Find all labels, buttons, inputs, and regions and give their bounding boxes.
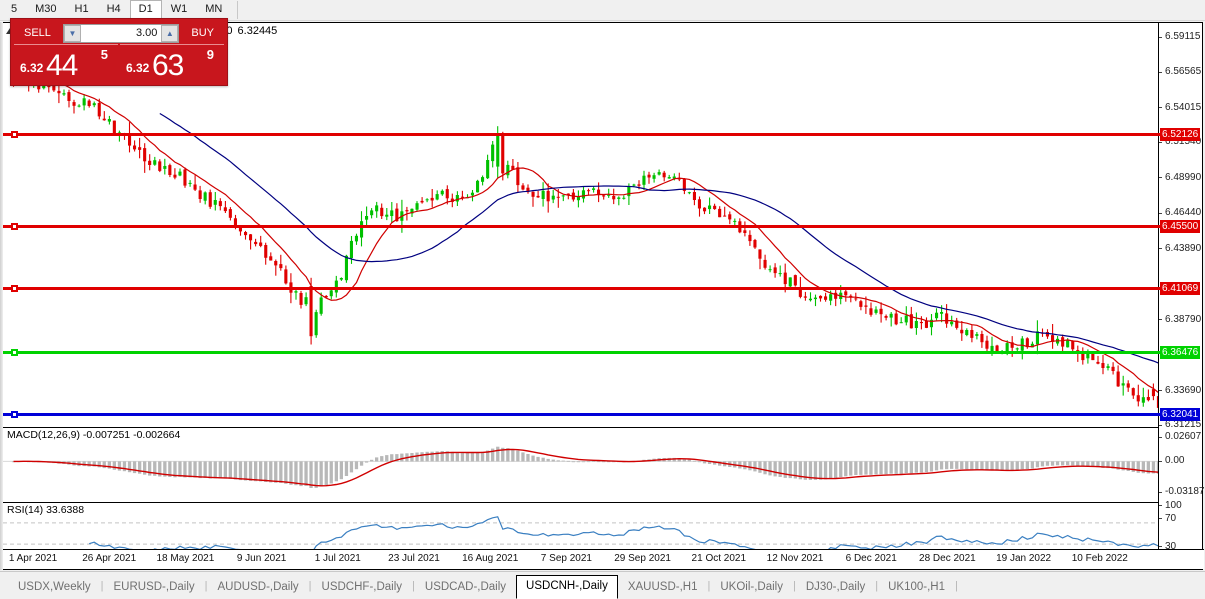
buy-price-fraction: 9 — [206, 47, 214, 62]
price-tick: 6.48990 — [1159, 172, 1201, 183]
price-tick: 6.51540 — [1159, 136, 1201, 147]
buy-button[interactable]: BUY — [182, 24, 223, 42]
price-tick: 6.38790 — [1159, 314, 1201, 325]
rsi-tick: 100 — [1159, 500, 1182, 511]
macd-tick: -0.03187 — [1159, 486, 1204, 497]
time-tick: 12 Nov 2021 — [766, 553, 824, 564]
rsi-tick: 70 — [1159, 513, 1176, 524]
timeframe-toolbar: 5 M30 H1 H4 D1 W1 MN — [0, 0, 1205, 21]
chart-tab-usdchf-daily[interactable]: USDCHF-,Daily — [321, 581, 403, 593]
chart-tab-usdcnh-daily[interactable]: USDCNH-,Daily — [516, 575, 618, 599]
time-tick: 7 Sep 2021 — [540, 553, 592, 564]
time-tick: 29 Sep 2021 — [614, 553, 671, 564]
tab-separator: | — [875, 580, 879, 592]
chart-tab-usdx-weekly[interactable]: USDX,Weekly — [18, 581, 91, 593]
time-tick: 16 Aug 2021 — [462, 553, 519, 564]
volume-decrease-icon[interactable]: ▼ — [63, 24, 81, 42]
time-tick: 28 Dec 2021 — [919, 553, 976, 564]
buy-price-pips: 63 — [152, 49, 184, 82]
price-level-badge-current-bid[interactable]: 6.32041 — [1160, 407, 1201, 421]
chart-tab-audusd-daily[interactable]: AUDUSD-,Daily — [217, 581, 299, 593]
time-tick: 21 Oct 2021 — [691, 553, 747, 564]
time-tick: 19 Jan 2022 — [996, 553, 1052, 564]
timeframe-h1[interactable]: H1 — [74, 3, 89, 15]
chart-tab-eurusd-daily[interactable]: EURUSD-,Daily — [113, 581, 195, 593]
ohlc-close: 6.32445 — [237, 25, 278, 37]
timeframe-m30[interactable]: M30 — [35, 3, 57, 15]
time-axis[interactable]: 1 Apr 2021 26 Apr 2021 18 May 2021 9 Jun 20… — [3, 549, 1204, 569]
volume-increase-icon[interactable]: ▲ — [161, 24, 179, 42]
sell-price-fraction: 5 — [100, 47, 108, 62]
price-tick: 6.54015 — [1159, 102, 1201, 113]
level-anchor-handle[interactable] — [11, 348, 18, 356]
tab-separator: | — [792, 580, 796, 592]
time-tick: 26 Apr 2021 — [82, 553, 137, 564]
time-tick: 18 May 2021 — [156, 553, 215, 564]
price-level-badge-resistance[interactable]: 6.41069 — [1160, 281, 1201, 295]
buy-price-prefix: 6.32 — [126, 61, 150, 75]
timeframe-w1[interactable]: W1 — [170, 3, 188, 15]
chart-tab-dj30-daily[interactable]: DJ30-,Daily — [805, 581, 866, 593]
chart-left-edge — [0, 22, 3, 570]
chart-tab-usdcad-daily[interactable]: USDCAD-,Daily — [424, 581, 507, 593]
timeframe-h4[interactable]: H4 — [106, 3, 121, 15]
price-level-badge-support[interactable]: 6.36476 — [1160, 345, 1201, 359]
price-tick: 6.46440 — [1159, 207, 1201, 218]
candlestick-chart — [12, 65, 1160, 419]
sell-price-display[interactable]: 6.32 44 5 — [14, 44, 118, 82]
chart-tab-uk100-h1[interactable]: UK100-,H1 — [888, 581, 946, 593]
sell-price-prefix: 6.32 — [20, 61, 44, 75]
time-tick: 1 Jul 2021 — [314, 553, 361, 564]
price-tick: 6.56565 — [1159, 66, 1201, 77]
chart-tab-ukoil-daily[interactable]: UKOil-,Daily — [720, 581, 783, 593]
buy-price-display[interactable]: 6.32 63 9 — [120, 44, 224, 82]
rsi-label: RSI(14) 33.6388 — [7, 504, 85, 516]
price-scale[interactable]: 6.59115 6.56565 6.54015 6.51540 6.48990 6.464… — [1158, 23, 1204, 569]
one-click-trading-panel[interactable]: SELL ▼ 3.00 ▲ BUY 6.32 44 5 6.32 63 9 — [10, 18, 228, 86]
timeframe-mn[interactable]: MN — [205, 3, 223, 15]
tab-separator: | — [955, 580, 958, 592]
sell-button[interactable]: SELL — [15, 24, 60, 42]
chart-frame: USDCNH-,Daily 6.33288 6.33481 6.31670 6.… — [2, 22, 1204, 570]
time-tick: 23 Jul 2021 — [388, 553, 440, 564]
time-tick: 1 Apr 2021 — [8, 553, 58, 564]
macd-tick: 0.02607 — [1159, 431, 1201, 442]
price-tick: 6.59115 — [1159, 31, 1200, 42]
level-anchor-handle[interactable] — [11, 131, 18, 139]
time-tick: 6 Dec 2021 — [845, 553, 897, 564]
tab-separator: | — [100, 580, 104, 592]
price-pane[interactable] — [3, 37, 1163, 425]
tab-separator: | — [412, 580, 415, 592]
chart-tab-bar[interactable]: USDX,Weekly | EURUSD-,Daily | AUDUSD-,Daily |… — [0, 571, 1205, 599]
volume-value[interactable]: 3.00 — [135, 27, 158, 39]
level-anchor-handle[interactable] — [11, 410, 18, 418]
macd-pane[interactable]: MACD(12,26,9) -0.007251 -0.002664 — [3, 427, 1163, 501]
timeframe-d1[interactable]: D1 — [129, 0, 162, 20]
time-tick: 10 Feb 2022 — [1071, 553, 1128, 564]
macd-tick: 0.00 — [1159, 455, 1184, 466]
price-tick: 6.31215 — [1159, 419, 1201, 430]
chart-tab-xauusd-h1[interactable]: XAUUSD-,H1 — [627, 581, 698, 593]
price-tick: 6.43890 — [1159, 243, 1201, 254]
tab-separator: | — [204, 580, 208, 592]
time-tick: 9 Jun 2021 — [236, 553, 287, 564]
volume-stepper[interactable]: ▼ 3.00 ▲ — [62, 23, 180, 43]
toolbar-separator — [237, 1, 239, 19]
macd-chart — [3, 446, 1163, 488]
macd-label: MACD(12,26,9) -0.007251 -0.002664 — [7, 429, 181, 441]
timeframe-5[interactable]: 5 — [11, 3, 18, 15]
price-level-badge-resistance[interactable]: 6.52126 — [1160, 128, 1201, 142]
level-anchor-handle[interactable] — [11, 223, 18, 231]
price-level-badge-resistance[interactable]: 6.45500 — [1160, 220, 1201, 234]
tab-separator: | — [707, 580, 711, 592]
price-tick: 6.33690 — [1159, 385, 1201, 396]
rsi-tick: 30 — [1159, 541, 1176, 552]
level-anchor-handle[interactable] — [11, 284, 18, 292]
tab-separator: | — [308, 580, 312, 592]
sell-price-pips: 44 — [46, 49, 78, 82]
